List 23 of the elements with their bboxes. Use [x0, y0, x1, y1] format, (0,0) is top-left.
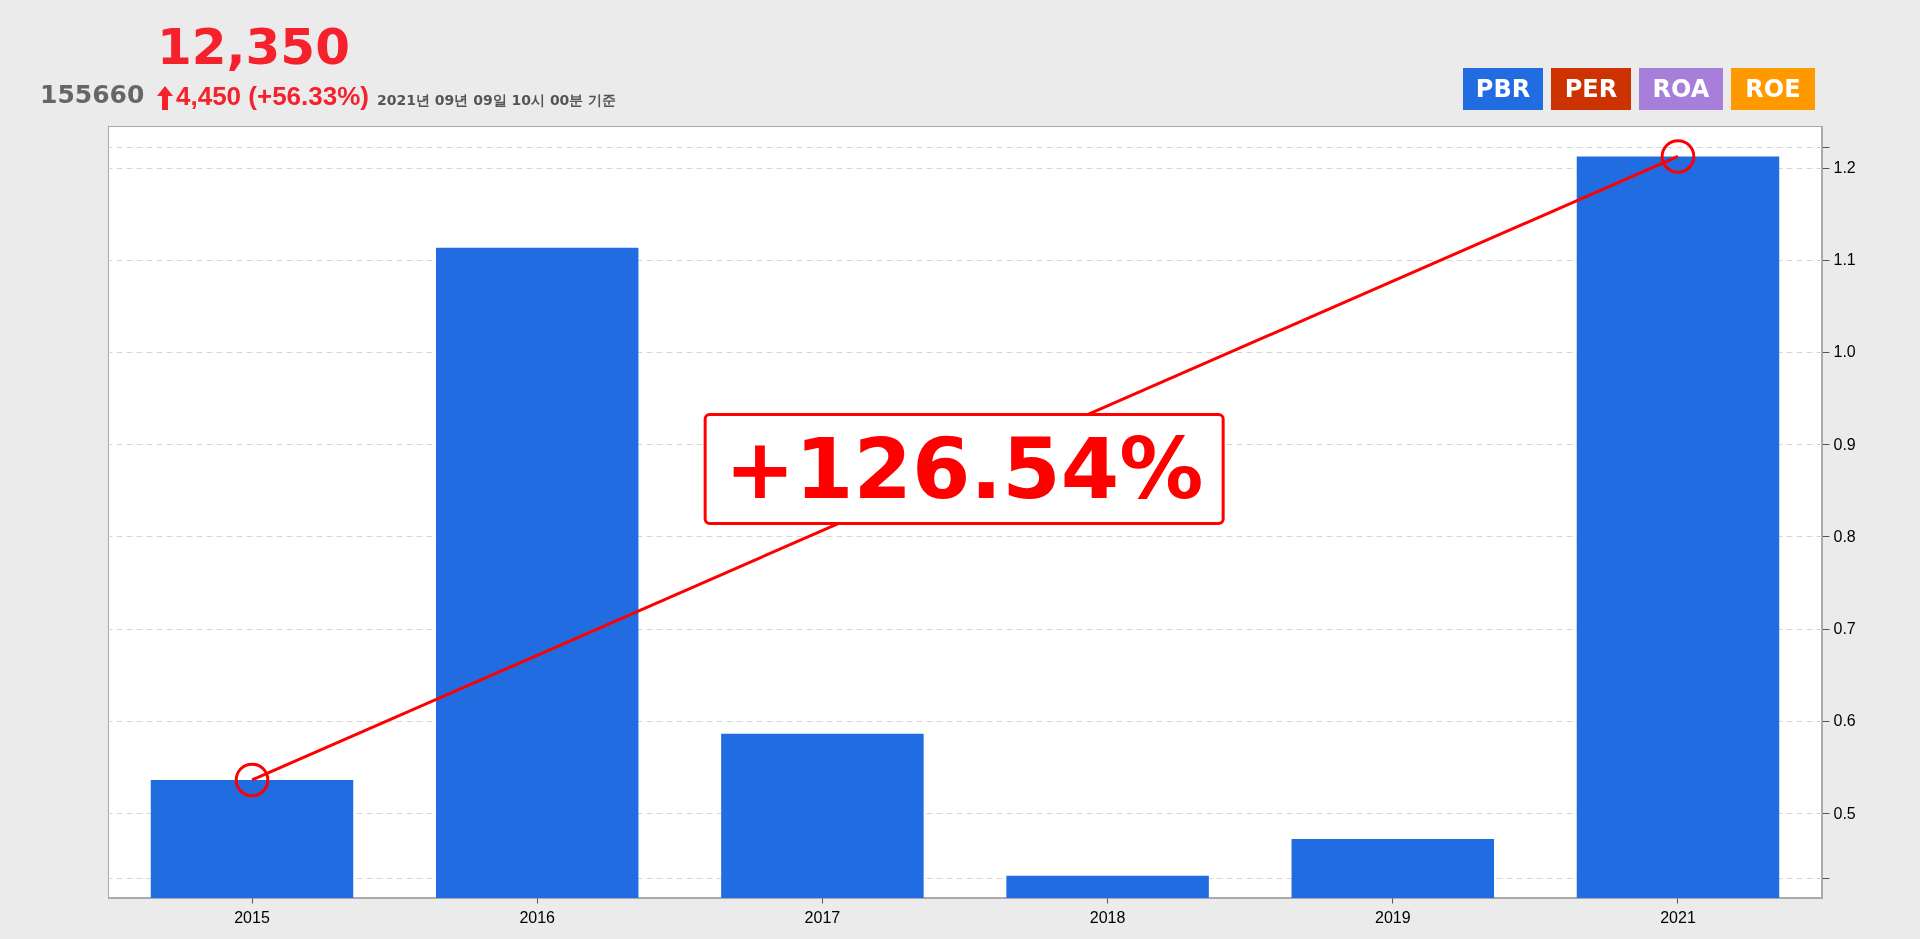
- text: 2021년 09년 09일 10시 00분 기준: [376, 92, 617, 110]
- y-tick-label: 1.2: [1833, 159, 1856, 177]
- x-tick-label: 2018: [1089, 908, 1126, 926]
- y-tick-label: 1.1: [1833, 251, 1856, 269]
- y-tick-label: 0.5: [1833, 804, 1856, 822]
- annotation: +126.54%: [703, 413, 1225, 525]
- chart-title: 12,350: [157, 18, 350, 76]
- y-tick-label: 0.6: [1833, 712, 1856, 730]
- y-tick-label: 0.9: [1833, 435, 1856, 453]
- text: ROA: [1639, 68, 1723, 110]
- y-tick-label: 0.7: [1833, 620, 1856, 638]
- x-tick-label: 2021: [1660, 908, 1696, 926]
- text: PER: [1551, 68, 1631, 110]
- x-tick-label: 2019: [1374, 908, 1411, 926]
- text: PBR: [1463, 68, 1543, 110]
- x-tick-label: 2017: [804, 908, 841, 926]
- y-tick-label: 0.8: [1833, 527, 1856, 545]
- text: ROE: [1731, 68, 1815, 110]
- text: 4,450 (+56.33%): [176, 81, 369, 112]
- x-tick-label: 2015: [234, 908, 270, 926]
- y-tick-label: 1.0: [1833, 343, 1856, 361]
- x-tick-label: 2016: [519, 908, 556, 926]
- text: 155660: [40, 80, 145, 109]
